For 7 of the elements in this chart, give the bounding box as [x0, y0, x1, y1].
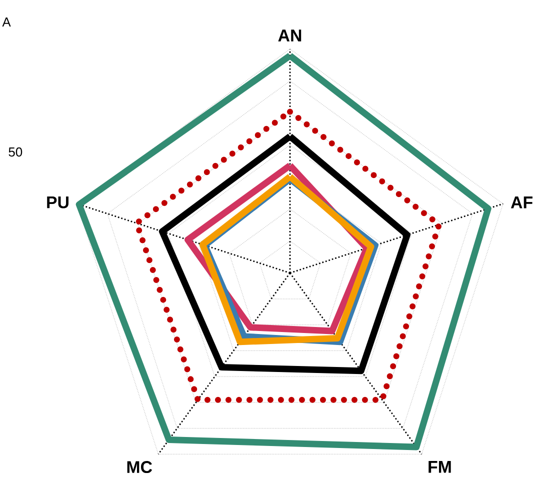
spoke-label: FM	[428, 461, 451, 473]
spoke-label: AN	[278, 30, 302, 42]
spoke-label: AF	[510, 196, 532, 208]
text: A	[2, 18, 11, 26]
text: 50	[8, 147, 22, 157]
spoke-label: PU	[47, 196, 68, 208]
spoke-label: MC	[127, 461, 152, 474]
